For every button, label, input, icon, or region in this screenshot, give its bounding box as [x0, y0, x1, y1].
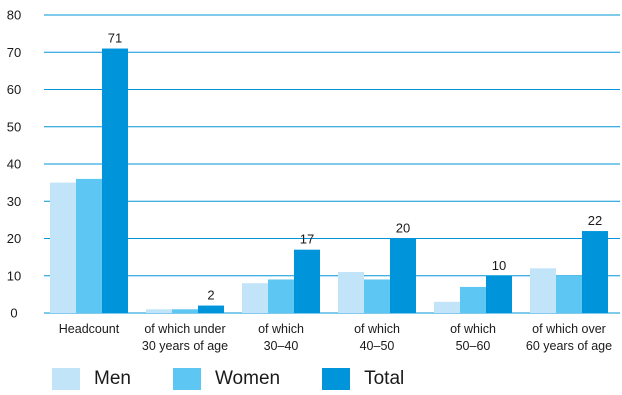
y-tick-label: 10	[7, 268, 21, 283]
category-label: 50–60	[456, 339, 491, 353]
bar-men	[530, 268, 556, 313]
category-labels: Headcount of which under 30 years of age of…	[59, 322, 612, 353]
legend-swatch-total	[322, 368, 351, 390]
legend-swatch-women	[172, 368, 201, 390]
data-label: 71	[108, 31, 122, 46]
category-label: 60 years of age	[526, 339, 612, 353]
legend-label-women: Women	[214, 368, 281, 389]
legend-swatch-men	[52, 368, 80, 390]
bars	[50, 48, 608, 314]
bar-women	[460, 286, 486, 313]
category-label: Headcount	[59, 322, 120, 336]
legend-item-total: Total	[322, 368, 404, 390]
y-tick-label: 60	[7, 82, 21, 97]
gridlines	[44, 14, 620, 314]
bar-men	[146, 309, 172, 313]
y-axis-ticks: 0 10 20 30 40 50 60 70 80	[7, 8, 21, 321]
bar-total	[198, 305, 224, 313]
bar-women	[556, 275, 582, 313]
data-label: 22	[588, 213, 602, 228]
y-tick-label: 0	[10, 306, 17, 321]
bar-men	[338, 272, 364, 313]
bar-women	[76, 178, 102, 313]
category-label: of which under	[144, 322, 225, 336]
legend-item-women: Women	[172, 368, 281, 390]
category-label: of which	[354, 322, 400, 336]
bar-men	[242, 283, 268, 313]
bar-women	[268, 279, 294, 313]
bar-total	[102, 48, 128, 314]
data-label: 2	[207, 288, 214, 303]
data-label: 10	[492, 258, 506, 273]
category-label: 30–40	[264, 339, 299, 353]
legend: Men Women Total	[52, 368, 446, 390]
bar-women	[172, 309, 198, 313]
category-label: 30 years of age	[142, 339, 228, 353]
legend-label-men: Men	[94, 368, 131, 389]
category-label: 40–50	[360, 339, 395, 353]
bar-women	[364, 279, 390, 313]
legend-item-men: Men	[52, 368, 131, 390]
category-label: of which	[450, 322, 496, 336]
data-label: 17	[300, 232, 314, 247]
y-tick-label: 80	[7, 8, 21, 23]
bar-total	[582, 231, 608, 313]
data-labels: 71 2 17 20 10 22	[108, 31, 602, 303]
bar-total	[390, 238, 416, 313]
y-tick-label: 40	[7, 157, 21, 172]
y-tick-label: 20	[7, 231, 21, 246]
category-label: of which	[258, 322, 304, 336]
bar-men	[50, 182, 76, 313]
data-label: 20	[396, 221, 410, 236]
y-tick-label: 50	[7, 119, 21, 134]
y-tick-label: 30	[7, 194, 21, 209]
bar-men	[434, 301, 460, 313]
legend-label-total: Total	[364, 368, 405, 389]
bar-total	[486, 275, 512, 313]
category-label: of which over	[532, 322, 606, 336]
y-tick-label: 70	[7, 45, 21, 60]
bar-total	[294, 249, 320, 313]
